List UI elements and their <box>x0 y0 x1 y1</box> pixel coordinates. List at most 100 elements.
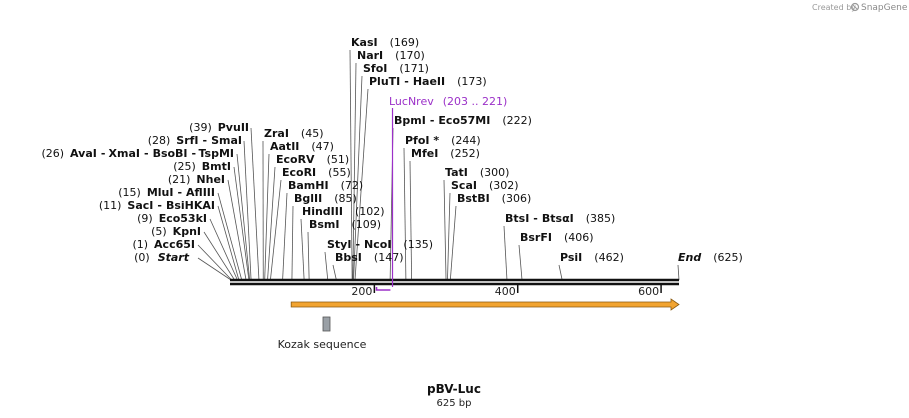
tick-label: 600 <box>638 285 659 298</box>
svg-text:(39)PvuII: (39) PvuII <box>189 121 249 134</box>
svg-text:KasI(169): KasI (169) <box>351 36 419 49</box>
leader-line <box>403 147 407 281</box>
tick-label: 200 <box>351 285 372 298</box>
site-zrai[interactable]: ZraI (45) <box>264 127 324 140</box>
svg-text:BbsI(147): BbsI (147) <box>335 251 404 264</box>
site-bstbi[interactable]: BstBI (306) <box>457 192 531 205</box>
leader-line <box>209 218 238 281</box>
svg-text:HindIII(102): HindIII (102) <box>302 205 385 218</box>
leader-line <box>307 231 310 281</box>
svg-text:(26)AvaI-XmaI-BsoBI-TspMI: (26) AvaI - XmaI - BsoBI - TspMI <box>41 147 234 160</box>
site-bsmi[interactable]: BsmI (109) <box>309 218 381 231</box>
site-eco53ki[interactable]: (9) Eco53kI <box>137 212 207 225</box>
svg-text:(0)Start: (0) Start <box>134 251 190 264</box>
leader-line <box>352 62 357 281</box>
svg-text:BsmI(109): BsmI (109) <box>309 218 381 231</box>
kozak-label: Kozak sequence <box>278 338 367 351</box>
site-mlui[interactable]: (15) MluI - AflIII <box>118 186 215 199</box>
site-pluti[interactable]: PluTI - HaeII (173) <box>369 75 487 88</box>
tick-mark: 600 <box>638 284 662 298</box>
kozak-feature[interactable]: Kozak sequence <box>278 316 367 351</box>
svg-text:(15)MluI-AflIII: (15) MluI - AflIII <box>118 186 215 199</box>
primer-lucnrev[interactable]: LucNrev (203 .. 221) <box>375 95 508 291</box>
svg-text:BsrFI(406): BsrFI (406) <box>520 231 594 244</box>
leader-line <box>324 251 329 281</box>
svg-text:(25)BmtI: (25) BmtI <box>173 160 231 173</box>
site-pvuii[interactable]: (39) PvuII <box>189 121 249 134</box>
leader-line <box>349 49 353 281</box>
site-scai[interactable]: ScaI (302) <box>451 179 519 192</box>
site-bbsi[interactable]: BbsI (147) <box>335 251 404 264</box>
leader-line <box>236 153 251 281</box>
site-bglii[interactable]: BglII (85) <box>294 192 357 205</box>
leader-line <box>270 179 282 281</box>
leader-line <box>203 231 235 281</box>
site-bmti[interactable]: (25) BmtI <box>173 160 231 173</box>
site-pfoi[interactable]: PfoI * (244) <box>405 134 481 147</box>
leader-lines <box>197 49 680 281</box>
orf-arrow[interactable] <box>290 298 680 311</box>
credit-brand: SnapGene <box>861 3 908 13</box>
svg-text:BglII(85): BglII (85) <box>294 192 357 205</box>
svg-text:PluTI-HaeII(173): PluTI - HaeII (173) <box>369 75 487 88</box>
credit-prefix: Created by <box>812 3 856 12</box>
leader-line <box>233 166 250 281</box>
leader-line <box>503 225 508 281</box>
site-acc65i[interactable]: (1) Acc65I <box>132 238 195 251</box>
tick-mark: 200 <box>351 284 376 298</box>
leader-line <box>217 205 240 281</box>
site-aatii[interactable]: AatII (47) <box>270 140 334 153</box>
leader-line <box>443 179 447 281</box>
site-btsi[interactable]: BtsI - BtsαI (385) <box>505 212 615 225</box>
svg-text:BstBI(306): BstBI (306) <box>457 192 531 205</box>
svg-text:ZraI(45): ZraI (45) <box>264 127 324 140</box>
leader-line <box>449 205 457 281</box>
site-ecori[interactable]: EcoRI (55) <box>282 166 351 179</box>
svg-text:PsiI(462): PsiI (462) <box>560 251 624 264</box>
site-ecorv[interactable]: EcoRV (51) <box>276 153 349 166</box>
site-tati[interactable]: TatI (300) <box>445 166 509 179</box>
leader-line <box>264 153 270 281</box>
svg-text:(28)SrfI-SmaI: (28) SrfI - SmaI <box>148 134 242 147</box>
svg-text:StyI-NcoI(135): StyI - NcoI (135) <box>327 238 433 251</box>
plasmid-length: 625 bp <box>437 398 472 409</box>
svg-text:BpmI-Eco57MI(222): BpmI - Eco57MI (222) <box>394 114 532 127</box>
site-styi[interactable]: StyI - NcoI (135) <box>327 238 433 251</box>
site-kasi[interactable]: KasI (169) <box>351 36 419 49</box>
site-nari[interactable]: NarI (170) <box>357 49 425 62</box>
site-saci[interactable]: (11) SacI - BsiHKAI <box>99 199 215 212</box>
svg-text:(21)NheI: (21) NheI <box>168 173 225 186</box>
site-bamhi[interactable]: BamHI (72) <box>288 179 363 192</box>
svg-text:(11)SacI-BsiHKAI: (11) SacI - BsiHKAI <box>99 199 215 212</box>
tick-label: 400 <box>495 285 516 298</box>
site-kpni[interactable]: (5) KpnI <box>151 225 201 238</box>
leader-line <box>300 218 305 281</box>
site-start[interactable]: (0) Start <box>134 251 190 264</box>
svg-text:MfeI(252): MfeI (252) <box>411 147 480 160</box>
site-srfi[interactable]: (28) SrfI - SmaI <box>148 134 242 147</box>
svg-text:(1)Acc65I: (1) Acc65I <box>132 238 195 251</box>
plasmid-name: pBV-Luc <box>427 382 481 396</box>
svg-text:End(625): End (625) <box>678 251 743 264</box>
site-end[interactable]: End (625) <box>678 251 743 264</box>
site-avai[interactable]: (26) AvaI - XmaI - BsoBI - TspMI <box>41 147 234 160</box>
site-bsrfi[interactable]: BsrFI (406) <box>520 231 594 244</box>
site-sfoi[interactable]: SfoI (171) <box>363 62 429 75</box>
leader-line <box>354 88 369 281</box>
leader-line <box>217 192 243 281</box>
site-bpmi[interactable]: BpmI - Eco57MI (222) <box>394 114 532 127</box>
primer-label: LucNrev (203 .. 221) <box>389 95 507 108</box>
snapgene-logo-icon <box>850 2 860 12</box>
site-psii[interactable]: PsiI (462) <box>560 251 624 264</box>
site-mfei[interactable]: MfeI (252) <box>411 147 480 160</box>
leader-line <box>250 127 260 281</box>
leader-line <box>227 179 247 281</box>
svg-text:(5)KpnI: (5) KpnI <box>151 225 201 238</box>
leader-line <box>447 192 451 281</box>
leader-line <box>518 244 523 281</box>
leader-line <box>558 264 563 281</box>
leader-line <box>243 140 252 281</box>
svg-text:PfoI *(244): PfoI * (244) <box>405 134 481 147</box>
site-nhei[interactable]: (21) NheI <box>168 173 225 186</box>
site-hindiii[interactable]: HindIII (102) <box>302 205 385 218</box>
